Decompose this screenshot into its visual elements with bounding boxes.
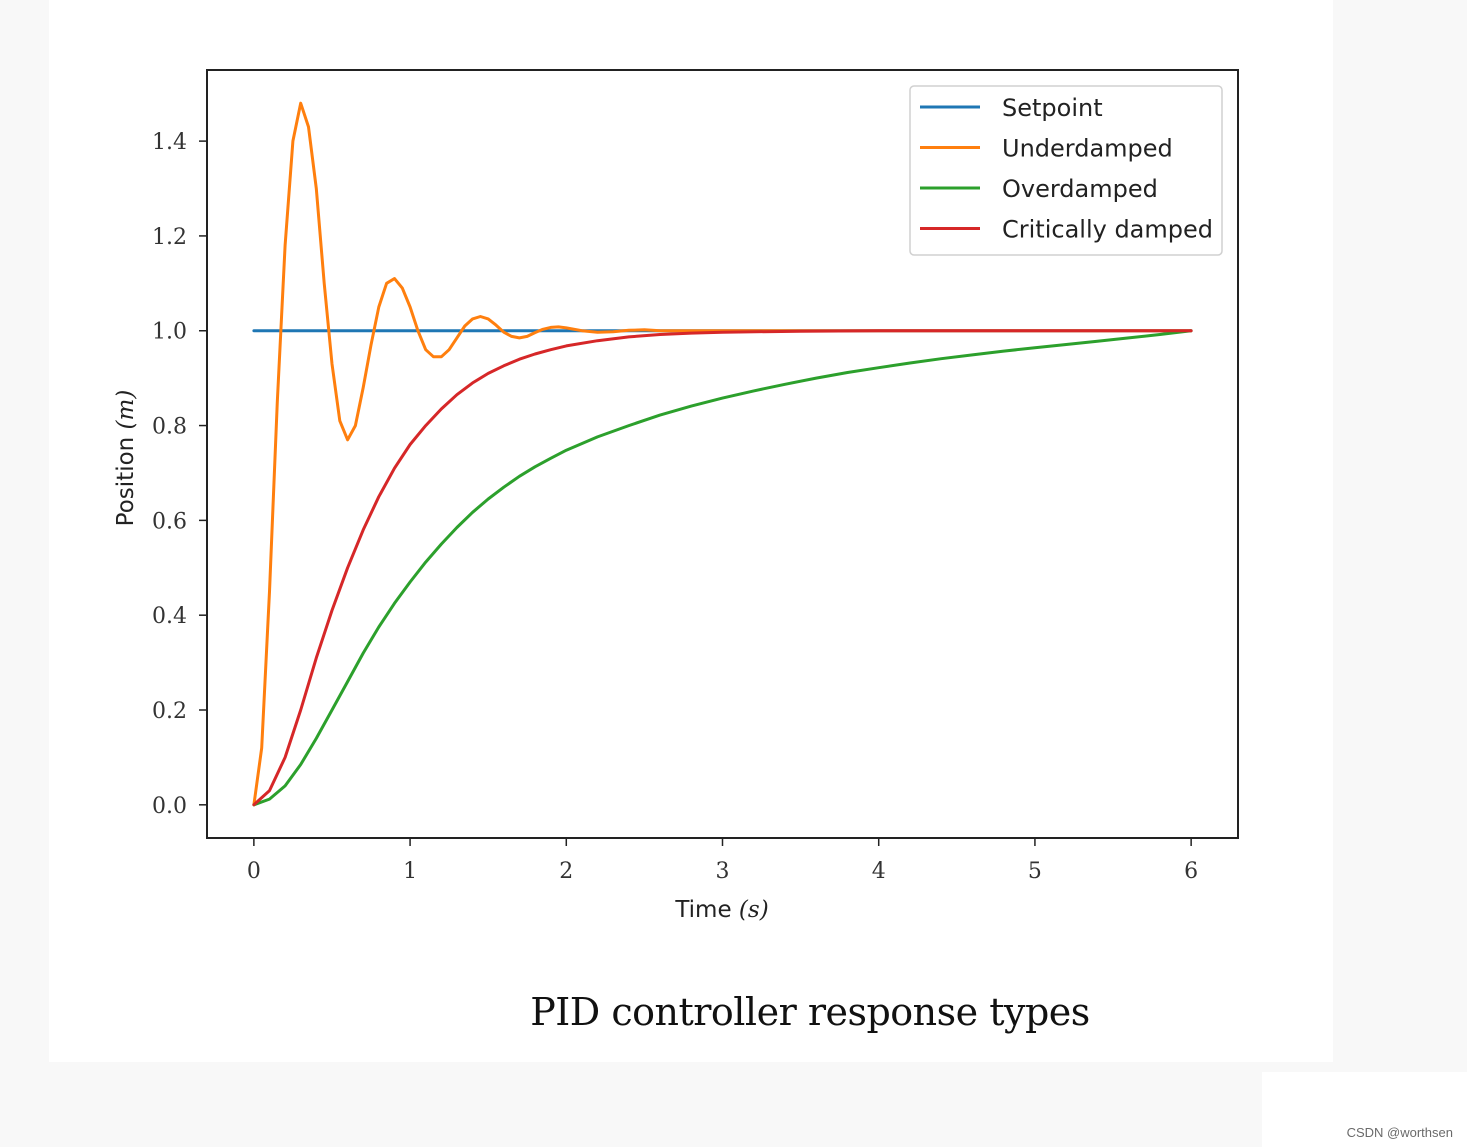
y-tick-label: 1.4 (152, 130, 187, 155)
x-tick-label: 4 (872, 859, 886, 884)
x-tick-label: 6 (1184, 859, 1198, 884)
series-line-overdamped (252, 329, 1193, 807)
x-tick-label: 3 (716, 859, 730, 884)
y-tick-label: 1.2 (152, 225, 187, 250)
watermark-text: CSDN @worthsen (1346, 1125, 1453, 1140)
series-line-critically-damped (252, 329, 1193, 807)
legend-box (909, 85, 1223, 256)
legend-label-overdamped: Overdamped (1002, 175, 1158, 203)
legend-label-setpoint: Setpoint (1002, 94, 1103, 122)
x-tick-label: 2 (559, 859, 573, 884)
x-tick-label: 5 (1028, 859, 1042, 884)
legend: Setpoint Underdamped Overdamped Critically … (909, 85, 1223, 256)
series-line-underdamped (252, 101, 1193, 807)
y-tick-label: 0.0 (152, 794, 187, 819)
bottom-strip (1262, 1072, 1467, 1147)
legend-label-critically-damped: Critically damped (1002, 216, 1213, 244)
y-axis-label: Position (m) (113, 390, 139, 527)
y-tick-label: 0.4 (152, 604, 187, 629)
x-axis-label: Time (s) (674, 897, 768, 923)
series-layer (252, 101, 1193, 807)
y-axis-ticks: 0.0 0.2 0.4 0.6 0.8 1.0 1.2 1.4 (152, 130, 207, 819)
y-tick-label: 0.8 (152, 415, 187, 440)
legend-label-underdamped: Underdamped (1002, 135, 1173, 163)
x-tick-label: 1 (403, 859, 417, 884)
x-tick-label: 0 (247, 859, 261, 884)
y-tick-label: 0.6 (152, 509, 187, 534)
y-tick-label: 0.2 (152, 699, 187, 724)
figure-caption: PID controller response types (530, 990, 1090, 1034)
x-axis-ticks: 0 1 2 3 4 5 6 (247, 838, 1198, 884)
y-tick-label: 1.0 (152, 320, 187, 345)
legend-entries: Setpoint Underdamped Overdamped Critically … (920, 94, 1213, 244)
